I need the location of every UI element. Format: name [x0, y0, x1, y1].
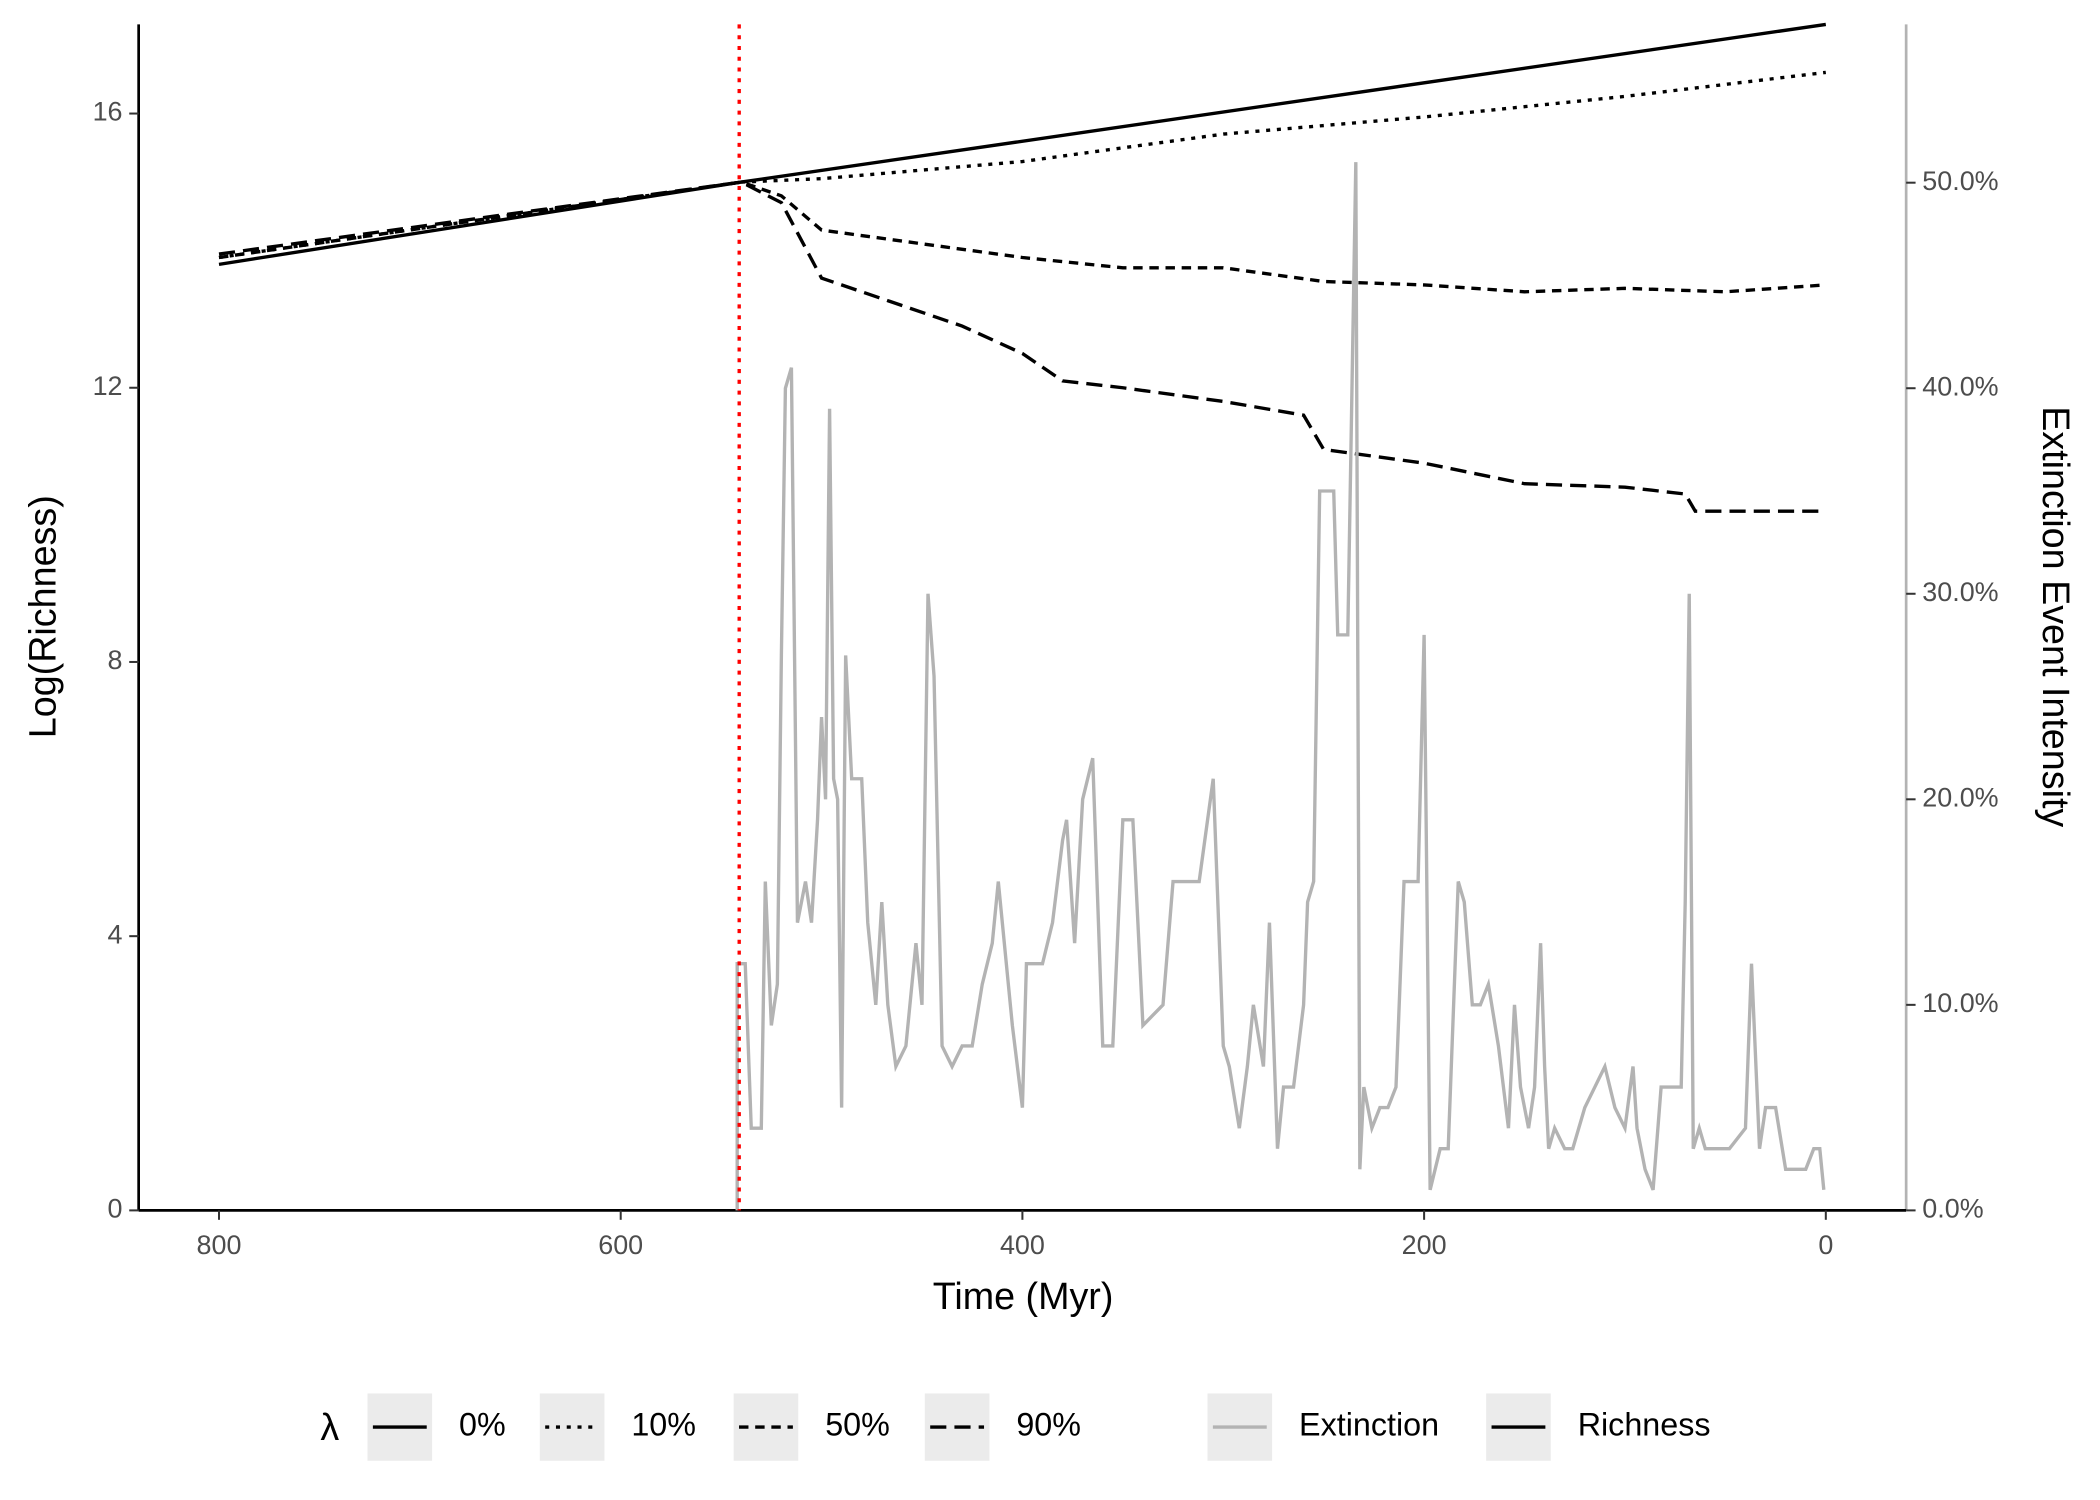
- y-tick-label: 0: [108, 1193, 123, 1223]
- x-tick-label: 200: [1402, 1230, 1447, 1260]
- richness-line: [218, 180, 1826, 294]
- legend-title: λ: [320, 1406, 339, 1448]
- legend-key-bg: [539, 1393, 605, 1461]
- y2-axis-title: Extinction Event Intensity: [2035, 406, 2077, 827]
- y2-tick-label: 20.0%: [1922, 782, 1998, 812]
- y-tick-label: 12: [93, 371, 123, 401]
- x-tick-label: 0: [1818, 1230, 1833, 1260]
- legend-label: 90%: [1016, 1407, 1081, 1443]
- y2-tick-label: 50.0%: [1922, 166, 1998, 196]
- legend-label: 0%: [459, 1407, 506, 1443]
- y2-tick-label: 10.0%: [1922, 988, 1998, 1018]
- legend-label: 50%: [825, 1407, 890, 1443]
- y2-tick-label: 30.0%: [1922, 577, 1998, 607]
- x-tick-label: 800: [197, 1230, 242, 1260]
- x-tick-label: 400: [1000, 1230, 1045, 1260]
- legend-label: Extinction: [1299, 1407, 1439, 1443]
- legend-label: Richness: [1578, 1407, 1711, 1443]
- richness-line: [218, 70, 1827, 260]
- richness-line: [218, 22, 1827, 267]
- extinction-line: [735, 162, 1826, 1211]
- y-axis-title: Log(Richness): [22, 495, 64, 738]
- x-axis-title: Time (Myr): [933, 1275, 1114, 1317]
- y2-tick-label: 40.0%: [1922, 371, 1998, 401]
- y-tick-label: 4: [108, 919, 123, 949]
- y2-tick-label: 0.0%: [1922, 1193, 1983, 1223]
- y-tick-label: 16: [93, 97, 123, 127]
- x-tick-label: 600: [598, 1230, 643, 1260]
- richness-line: [218, 180, 1826, 513]
- y-tick-label: 8: [108, 645, 123, 675]
- legend-label: 10%: [631, 1407, 696, 1443]
